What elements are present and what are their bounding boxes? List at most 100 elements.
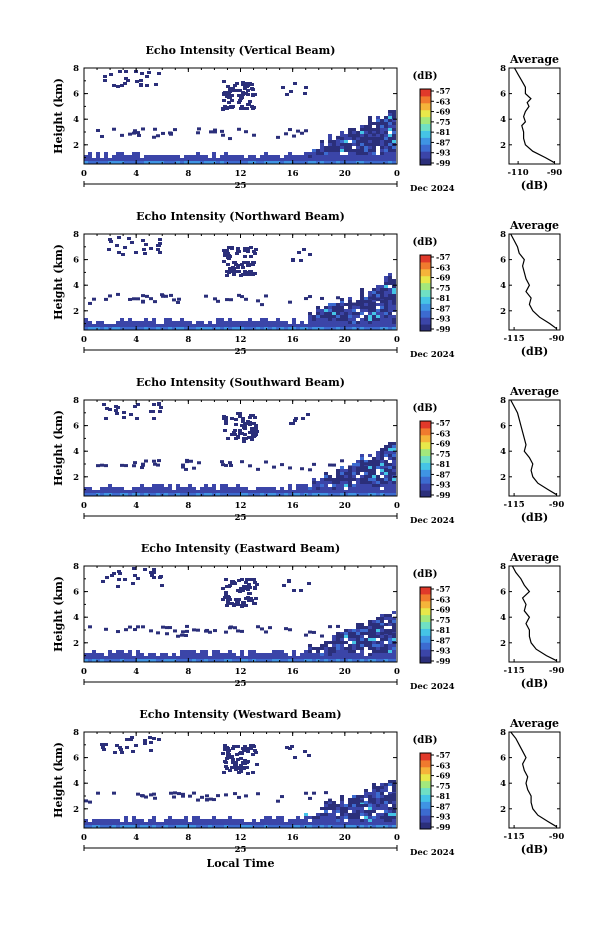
heatmap-cell [336, 155, 340, 158]
heatmap-cell [364, 303, 368, 306]
heatmap-cell [344, 810, 348, 813]
heatmap-cell [129, 413, 133, 416]
heatmap-cell [348, 128, 352, 131]
heatmap-cell [388, 146, 392, 149]
heatmap-cell [388, 783, 392, 786]
heatmap-cell [376, 288, 380, 291]
heatmap-cell [348, 475, 352, 478]
heatmap-cell [348, 656, 352, 659]
heatmap-cell [136, 487, 140, 490]
heatmap-cell [356, 460, 360, 463]
heatmap-cell [388, 472, 392, 475]
heatmap-cell [320, 158, 324, 161]
heatmap-cell [232, 745, 236, 748]
heatmap-cell [234, 768, 238, 771]
heatmap-cell [388, 810, 392, 813]
heatmap-cell [368, 819, 372, 822]
heatmap-cell [356, 810, 360, 813]
heatmap-cell [108, 650, 112, 653]
heatmap-cell [328, 807, 332, 810]
heatmap-cell [303, 750, 307, 753]
heatmap-cell [380, 466, 384, 469]
heatmap-cell [332, 822, 336, 825]
heatmap-cell [360, 468, 364, 471]
heatmap-cell [212, 158, 216, 161]
heatmap-cell [153, 797, 157, 800]
heatmap-cell [276, 800, 280, 803]
colorbar-tick-label: -57 [436, 252, 450, 262]
heatmap-cell [372, 635, 376, 638]
heatmap-cell [388, 152, 392, 155]
heatmap-cell [380, 303, 384, 306]
heatmap-field [84, 236, 396, 330]
heatmap-cell [292, 135, 296, 138]
heatmap-cell [152, 822, 156, 825]
heatmap-cell [388, 469, 392, 472]
heatmap-cell [157, 72, 161, 75]
heatmap-cell [116, 293, 120, 296]
heatmap-cell [364, 143, 368, 146]
heatmap-cell [336, 656, 340, 659]
heatmap-cell [380, 321, 384, 324]
heatmap-cell [304, 158, 308, 161]
heatmap-cell [384, 143, 388, 146]
heatmap-cell [384, 291, 388, 294]
heatmap-cell [384, 276, 388, 279]
panel-3: Echo Intensity (Eastward Beam)2468Height… [52, 542, 564, 692]
heatmap-cell [149, 297, 153, 300]
heatmap-cell [340, 656, 344, 659]
heatmap-cell [380, 647, 384, 650]
heatmap-cell [312, 484, 316, 487]
heatmap-cell [145, 84, 149, 87]
heatmap-cell [288, 158, 292, 161]
y-tick-label: 2 [73, 307, 79, 317]
heatmap-cell [248, 155, 252, 158]
heatmap-cell [180, 487, 184, 490]
heatmap-cell [180, 490, 184, 493]
average-y-tick-label: 4 [500, 281, 506, 291]
heatmap-cell [280, 487, 284, 490]
heatmap-cell [356, 807, 360, 810]
heatmap-cell [92, 158, 96, 161]
heatmap-cell [116, 487, 120, 490]
heatmap-cell [236, 822, 240, 825]
heatmap-cell [96, 158, 100, 161]
heatmap-cell [133, 574, 137, 577]
y-axis-label: Height (km) [52, 244, 65, 320]
heatmap-cell [188, 321, 192, 324]
heatmap-cell [372, 140, 376, 143]
heatmap-cell [360, 813, 364, 816]
heatmap-cell [236, 484, 240, 487]
heatmap-cell [380, 472, 384, 475]
heatmap-cell [336, 475, 340, 478]
heatmap-cell [233, 84, 237, 87]
y-axis-label: Height (km) [52, 78, 65, 154]
heatmap-cell [308, 295, 312, 298]
heatmap-cell [392, 478, 396, 481]
heatmap-cell [124, 464, 128, 467]
heatmap-cell [140, 321, 144, 324]
heatmap-cell [160, 490, 164, 493]
heatmap-cell [384, 653, 388, 656]
heatmap-cell [368, 303, 372, 306]
heatmap-cell [104, 656, 108, 659]
heatmap-cell [248, 421, 252, 424]
heatmap-cell [108, 653, 112, 656]
heatmap-cell [348, 490, 352, 493]
heatmap-cell [356, 137, 360, 140]
average-frame [509, 234, 560, 330]
heatmap-cell [144, 243, 148, 246]
heatmap-cell [112, 490, 116, 493]
heatmap-cell [348, 647, 352, 650]
heatmap-cell [304, 487, 308, 490]
heatmap-cell [176, 635, 180, 638]
heatmap-cell [376, 466, 380, 469]
heatmap-cell [224, 422, 228, 425]
heatmap-cell [368, 155, 372, 158]
heatmap-cell [320, 484, 324, 487]
heatmap-cell [184, 158, 188, 161]
heatmap-field [84, 402, 396, 496]
heatmap-cell [368, 466, 372, 469]
heatmap-cell [368, 146, 372, 149]
heatmap-cell [384, 460, 388, 463]
